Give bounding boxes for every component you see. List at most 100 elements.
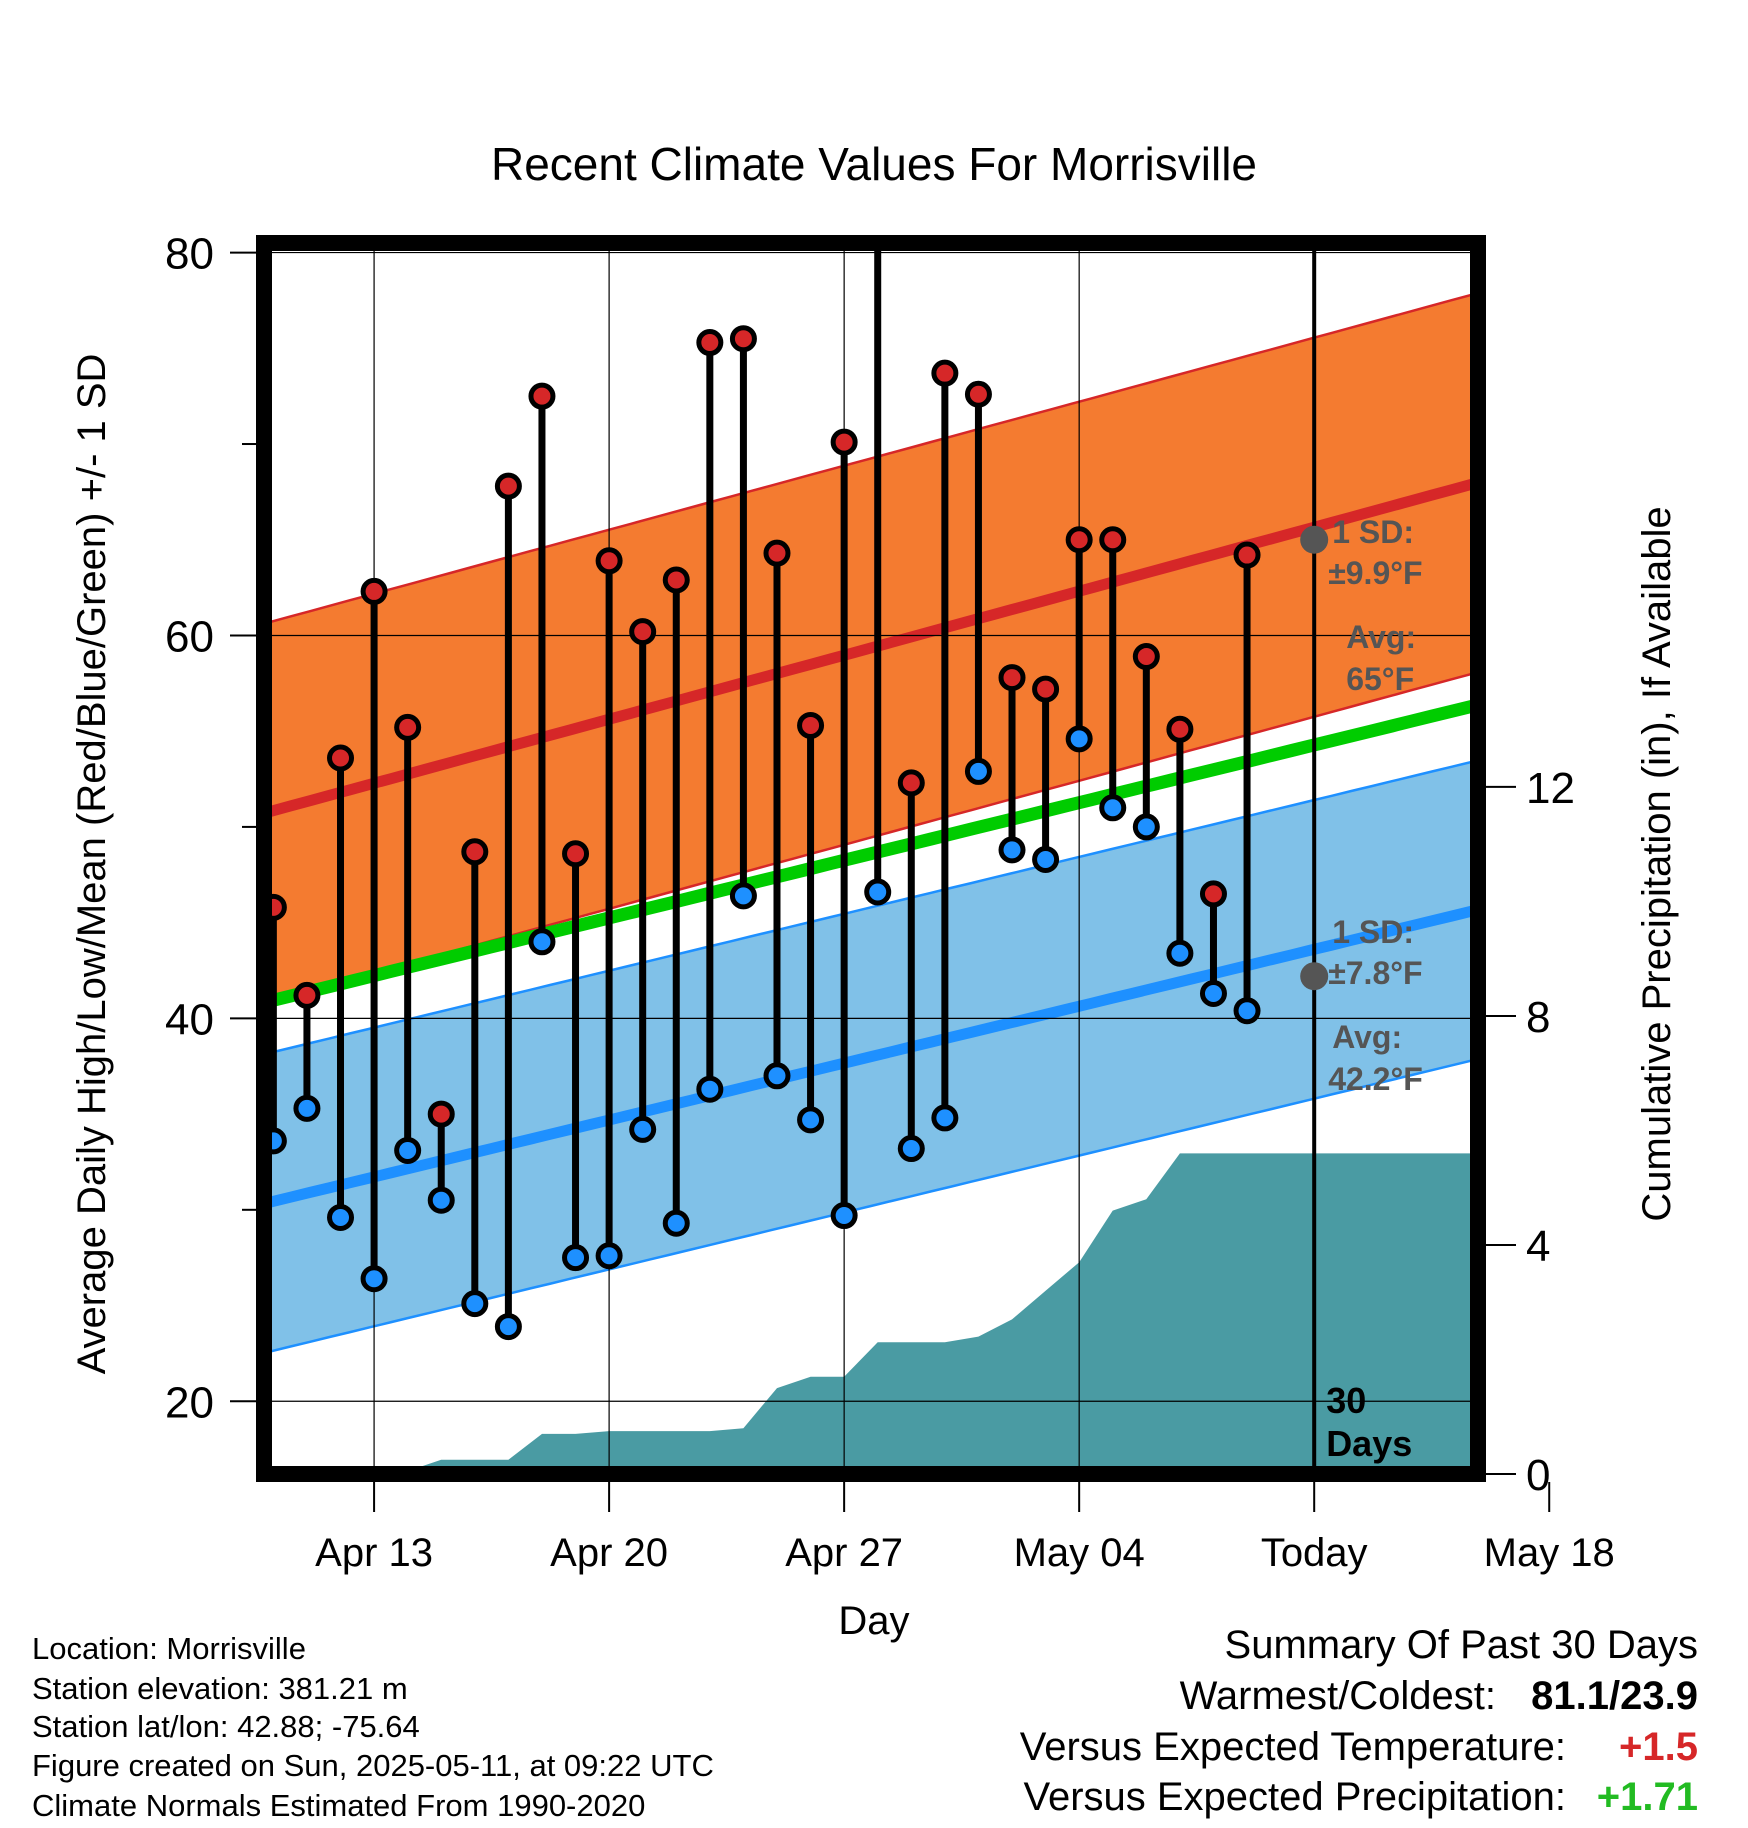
high-point: [1065, 526, 1093, 554]
high-point: [494, 472, 522, 500]
summary-warmest-value: 81.1/23.9: [1531, 1674, 1698, 1718]
precip-area: [416, 1153, 1472, 1468]
y-tick-label-right: 12: [1526, 764, 1575, 813]
x-tick-label: May 04: [1014, 1531, 1145, 1575]
normal-mean-line: [270, 699, 1472, 1008]
footer-location: Location: Morrisville: [32, 1631, 306, 1666]
high-point: [461, 838, 489, 866]
station-info: Location: Morrisville Station elevation:…: [32, 1631, 714, 1823]
summary-temp-label: Versus Expected Temperature:: [1020, 1725, 1566, 1769]
high-point: [394, 713, 422, 741]
high-point: [270, 893, 287, 921]
low-point: [897, 1135, 925, 1163]
high-point: [964, 380, 992, 408]
x-tick-label: May 18: [1484, 1531, 1615, 1575]
x-tick-label: Apr 27: [785, 1531, 903, 1575]
low-point: [830, 1202, 858, 1230]
high-point: [1166, 715, 1194, 743]
low-point: [1032, 845, 1060, 873]
summary-title: Summary Of Past 30 Days: [1225, 1623, 1698, 1667]
y-tick-label-left: 40: [165, 995, 214, 1044]
summary-precip-value: +1.71: [1597, 1775, 1698, 1819]
today-low-avg-marker: [1300, 962, 1329, 991]
high-point: [327, 744, 355, 772]
high-sd-label: 1 SD:: [1332, 514, 1414, 550]
high-point: [595, 547, 623, 575]
high-point: [360, 577, 388, 605]
low-point: [1065, 725, 1093, 753]
x-tick-label: Apr 20: [550, 1531, 668, 1575]
normal-low-line: [270, 905, 1472, 1208]
high-band-upper-edge: [270, 293, 1472, 624]
high-point: [1032, 675, 1060, 703]
low-point: [629, 1115, 657, 1143]
low-point: [494, 1313, 522, 1341]
y-tick-label-left: 20: [165, 1378, 214, 1427]
low-point: [864, 878, 892, 906]
low-point: [394, 1136, 422, 1164]
y-tick-label-right: 8: [1526, 993, 1550, 1042]
summary-precip-label: Versus Expected Precipitation:: [1023, 1775, 1566, 1819]
high-avg-label: Avg:: [1346, 619, 1416, 655]
today-high-avg-marker: [1300, 525, 1329, 554]
days-count-word: Days: [1326, 1423, 1412, 1464]
low-avg-label: Avg:: [1332, 1019, 1402, 1055]
high-point: [931, 359, 959, 387]
low-point: [595, 1242, 623, 1270]
y-tick-label-left: 60: [165, 612, 214, 661]
high-point: [763, 539, 791, 567]
x-tick-label: Today: [1261, 1531, 1368, 1575]
plot-area: 1 SD: ±9.9°F Avg: 65°F 1 SD: ±7.8°F Avg: 42.2°F…: [165, 230, 1615, 1575]
low-point: [1233, 997, 1261, 1025]
high-point: [629, 618, 657, 646]
y-tick-label-right: 4: [1526, 1222, 1550, 1271]
low-point: [360, 1265, 388, 1293]
high-point: [830, 428, 858, 456]
x-tick-label: Apr 13: [315, 1531, 433, 1575]
low-point: [427, 1186, 455, 1214]
summary-panel: Summary Of Past 30 Days Warmest/Coldest:…: [1020, 1623, 1698, 1819]
high-point: [1233, 541, 1261, 569]
chart-title: Recent Climate Values For Morrisville: [491, 138, 1257, 190]
low-point: [1132, 813, 1160, 841]
high-sd-value: ±9.9°F: [1328, 555, 1422, 591]
low-point: [964, 757, 992, 785]
low-point: [562, 1244, 590, 1272]
y-tick-label-left: 80: [165, 230, 214, 279]
low-point: [327, 1203, 355, 1231]
plot-frame: [256, 235, 1486, 1482]
low-point: [729, 882, 757, 910]
low-point: [763, 1062, 791, 1090]
high-point: [562, 840, 590, 868]
x-axis-title: Day: [838, 1599, 909, 1643]
y-axis-right-title: Cumulative Precipitation (in), If Availa…: [1635, 506, 1679, 1221]
y-axis-left-title: Average Daily High/Low/Mean (Red/Blue/Gr…: [70, 354, 114, 1375]
low-point: [998, 836, 1026, 864]
low-point: [1099, 794, 1127, 822]
low-point: [1199, 979, 1227, 1007]
low-point: [931, 1104, 959, 1132]
summary-warmest-label: Warmest/Coldest:: [1180, 1674, 1496, 1718]
days-count-number: 30: [1326, 1380, 1366, 1421]
low-point: [797, 1106, 825, 1134]
low-point: [662, 1209, 690, 1237]
high-point: [528, 382, 556, 410]
low-band-upper-edge: [270, 760, 1472, 1055]
high-point: [729, 325, 757, 353]
high-point: [427, 1100, 455, 1128]
low-point: [1166, 939, 1194, 967]
footer-elevation: Station elevation: 381.21 m: [32, 1671, 408, 1706]
footer-normals: Climate Normals Estimated From 1990-2020: [32, 1788, 645, 1823]
normal-high-line: [270, 478, 1472, 817]
low-point: [461, 1290, 489, 1318]
high-point: [696, 329, 724, 357]
high-point: [1199, 880, 1227, 908]
y-tick-label-right: 0: [1526, 1451, 1550, 1500]
low-point: [696, 1075, 724, 1103]
high-avg-value: 65°F: [1346, 661, 1414, 697]
high-point: [897, 769, 925, 797]
high-point: [662, 566, 690, 594]
high-point: [797, 711, 825, 739]
low-point: [270, 1127, 287, 1155]
